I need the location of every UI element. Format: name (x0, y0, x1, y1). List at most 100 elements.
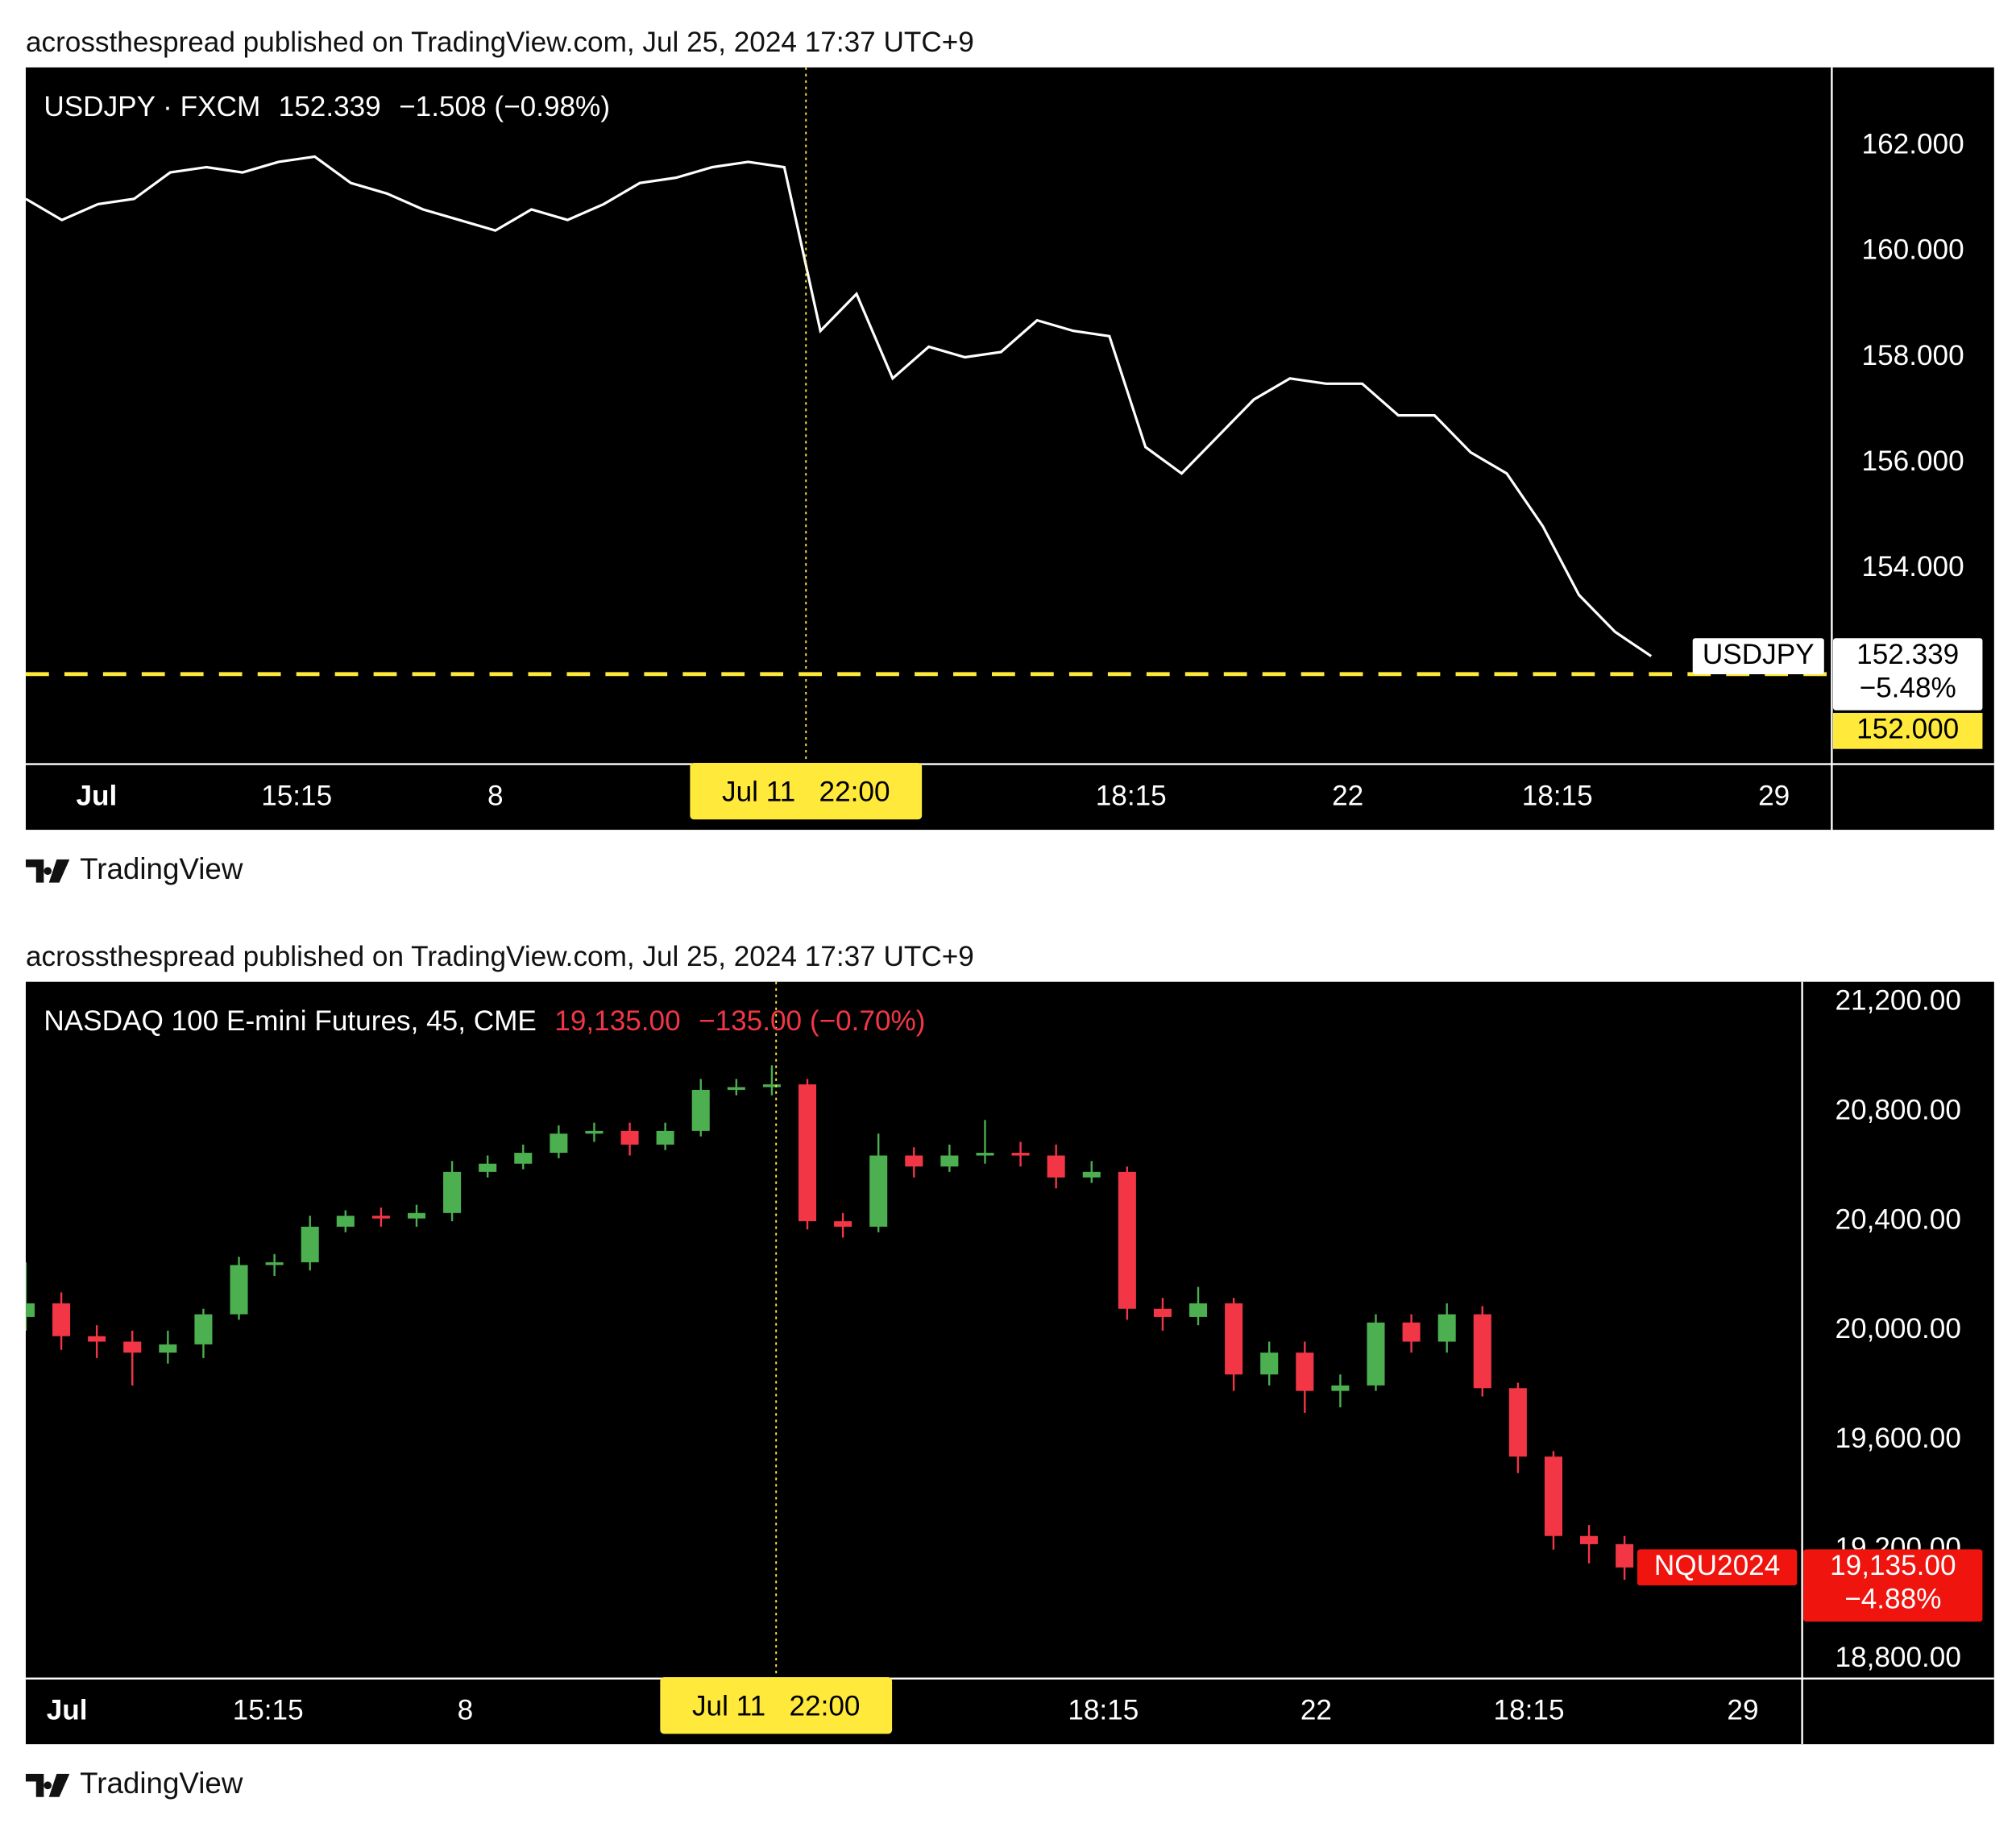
crosshair-time-box (690, 762, 923, 820)
candle-body (1296, 1353, 1314, 1391)
candle-body (1331, 1385, 1350, 1391)
last-price-label: 152.339 (279, 91, 381, 122)
candle-body (1580, 1535, 1599, 1544)
chart-background (25, 67, 1994, 831)
candle-body (940, 1155, 959, 1167)
candle-body (371, 1216, 390, 1219)
y-tick-label: 20,000.00 (1836, 1313, 1961, 1344)
y-tick-label: 160.000 (1862, 234, 1964, 266)
tag-name: USDJPY (1703, 639, 1815, 670)
candle-body (230, 1265, 248, 1315)
plot (25, 155, 1832, 677)
x-tick-label: 18:15 (1522, 780, 1593, 811)
x-tick-label: 15:15 (233, 1695, 304, 1726)
x-tick-label: 8 (487, 780, 504, 811)
y-tick-label: 20,400.00 (1836, 1204, 1961, 1235)
candle-body (1402, 1322, 1421, 1342)
candle-body (514, 1153, 533, 1164)
x-tick-label: Jul (47, 1695, 88, 1726)
tag-value: 19,135.00 (1830, 1550, 1956, 1581)
x-tick-label: Jul (76, 780, 117, 811)
candle-body (88, 1336, 106, 1342)
candle-body (1047, 1155, 1065, 1178)
candle-body (1367, 1322, 1385, 1386)
candle-body (905, 1155, 923, 1167)
y-tick-label: 156.000 (1862, 445, 1964, 477)
tradingview-logo (25, 1773, 70, 1797)
candle-body (798, 1084, 817, 1222)
tag-value-box (1832, 638, 1983, 710)
y-tick-label: 162.000 (1862, 129, 1964, 160)
footer-label: TradingView (80, 852, 243, 885)
candle-body (194, 1314, 213, 1344)
candle-body (620, 1130, 639, 1145)
change-label: −135.00 (−0.70%) (699, 1005, 925, 1037)
candle-body (1118, 1171, 1136, 1309)
symbol-label: USDJPY · FXCM (44, 91, 260, 122)
candle-body (301, 1226, 319, 1262)
candle-body (727, 1087, 745, 1090)
tag-name-box (1692, 638, 1824, 674)
price-line-tag (1832, 712, 1983, 749)
candle-body (1437, 1314, 1456, 1342)
change-label: −1.508 (−0.98%) (399, 91, 610, 122)
candle-body (123, 1341, 142, 1353)
candle-body (1508, 1388, 1527, 1457)
candle-body (1153, 1308, 1172, 1317)
candle-body (656, 1130, 674, 1145)
x-tick-label: 29 (1727, 1695, 1758, 1726)
y-tick-label: 18,800.00 (1836, 1642, 1961, 1673)
x-tick-label: 22 (1300, 1695, 1332, 1726)
candle-body (52, 1303, 71, 1336)
candle-body (550, 1133, 568, 1154)
candle-body (1473, 1314, 1491, 1389)
candle-body (1260, 1353, 1279, 1375)
published-line: acrossthespread published on TradingView… (26, 941, 974, 972)
x-tick-label: 18:15 (1096, 780, 1167, 811)
chart-background (25, 981, 1994, 1745)
candle-body (479, 1163, 497, 1172)
y-tick-label: 158.000 (1862, 340, 1964, 371)
candle-body (25, 1303, 35, 1317)
candle-body (1225, 1303, 1243, 1375)
x-tick-label: 29 (1758, 780, 1790, 811)
last-price-label: 19,135.00 (554, 1005, 680, 1037)
y-tick-label: 154.000 (1862, 551, 1964, 582)
x-tick-label: 18:15 (1494, 1695, 1565, 1726)
candle-body (1616, 1543, 1634, 1568)
crosshair-time-label: Jul 11 22:00 (722, 777, 890, 808)
tradingview-logo (25, 859, 70, 883)
x-tick-label: 22 (1332, 780, 1363, 811)
candle-body (159, 1344, 177, 1353)
candle-body (443, 1171, 462, 1213)
candle-body (1011, 1153, 1030, 1156)
candle-body (762, 1084, 781, 1088)
crosshair-time-box (660, 1677, 893, 1734)
y-tick-label: 19,600.00 (1836, 1423, 1961, 1454)
footer-label: TradingView (80, 1767, 243, 1800)
candle-body (869, 1155, 888, 1227)
y-tick-label: 21,200.00 (1836, 985, 1961, 1017)
x-tick-label: 18:15 (1068, 1695, 1139, 1726)
x-tick-label: 8 (458, 1695, 474, 1726)
price-line-label: 152.000 (1856, 714, 1959, 745)
candle-body (1544, 1456, 1562, 1536)
candle-body (976, 1153, 994, 1156)
price-line-series (25, 155, 1653, 657)
candle-body (1082, 1171, 1101, 1178)
y-tick-label: 20,800.00 (1836, 1094, 1961, 1125)
published-line: acrossthespread published on TradingView… (26, 27, 974, 58)
candle-body (691, 1089, 710, 1131)
crosshair-time-label: Jul 11 22:00 (692, 1691, 860, 1722)
x-tick-label: 15:15 (261, 780, 332, 811)
symbol-label: NASDAQ 100 E-mini Futures, 45, CME (44, 1005, 537, 1037)
candle-body (585, 1130, 604, 1134)
candle-body (265, 1262, 284, 1266)
candle-body (336, 1216, 355, 1227)
candle-body (834, 1221, 852, 1227)
candle-body (407, 1212, 426, 1219)
tag-value: 152.339 (1856, 639, 1959, 670)
plot (25, 1065, 1634, 1580)
